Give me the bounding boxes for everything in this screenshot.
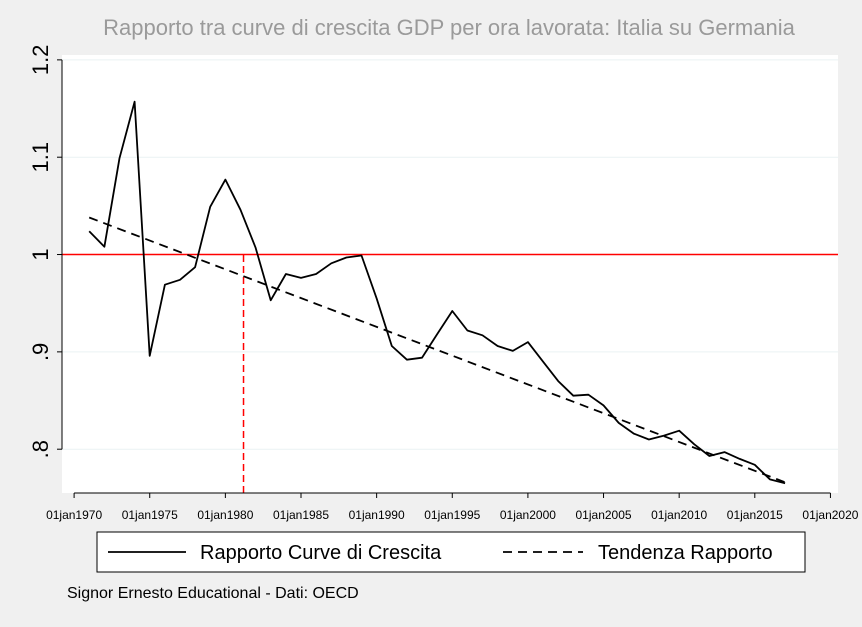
y-tick-label-1: .9 [28,343,53,361]
series-line-ratio [88,100,786,485]
y-tick-label-3: 1.1 [28,142,53,173]
reference-lines [62,253,838,493]
legend-label-trend: Tendenza Rapporto [598,542,773,564]
chart-title: Rapporto tra curve di crescita GDP per o… [103,15,795,40]
x-tick-label-9: 01jan2015 [727,508,783,522]
series-layer [88,100,786,485]
x-tick-label-3: 01jan1985 [273,508,329,522]
x-tick-label-8: 01jan2010 [651,508,707,522]
legend: Rapporto Curve di Crescita Tendenza Rapp… [96,531,806,573]
x-tick-label-2: 01jan1980 [197,508,253,522]
x-tick-label-10: 01jan2020 [802,508,858,522]
source-note: Signor Ernesto Educational - Dati: OECD [67,585,359,602]
legend-label-ratio: Rapporto Curve di Crescita [200,542,442,564]
axes: .8 .9 1 1.1 1.2 01jan1970 01jan1975 01jan1980 01… [28,45,859,522]
x-tick-label-6: 01jan2000 [500,508,556,522]
x-tick-label-4: 01jan1990 [349,508,405,522]
y-tick-label-4: 1.2 [28,45,53,76]
plot-area [62,55,838,493]
x-tick-label-7: 01jan2005 [576,508,632,522]
series-line-trend [88,216,786,484]
x-tick-label-0: 01jan1970 [46,508,102,522]
y-tick-label-2: 1 [28,248,53,260]
x-tick-label-5: 01jan1995 [424,508,480,522]
x-tick-label-1: 01jan1975 [122,508,178,522]
y-tick-label-0: .8 [28,440,53,458]
legend-box [96,531,806,573]
